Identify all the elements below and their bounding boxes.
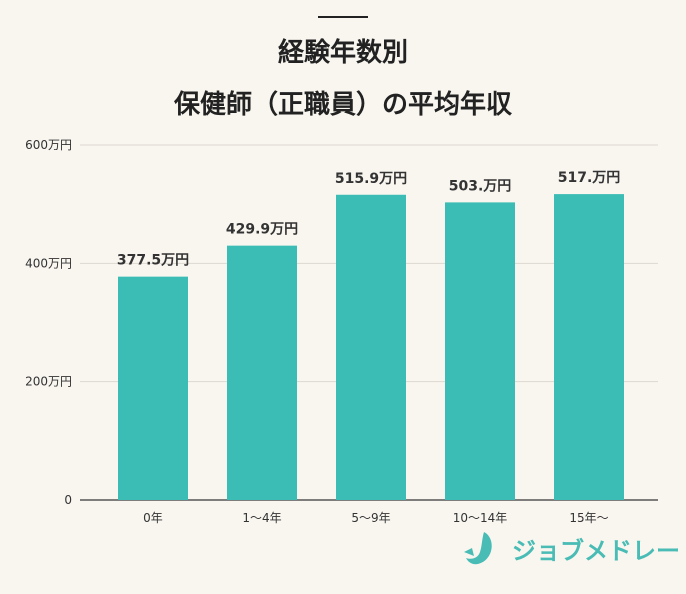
data-label: 517.万円 xyxy=(558,170,621,186)
bar xyxy=(445,202,515,500)
y-tick-label: 600万円 xyxy=(25,138,72,152)
brand-name: ジョブメドレー xyxy=(512,536,680,565)
bar xyxy=(336,194,406,501)
chart-title-line-1: 経験年数別 xyxy=(277,38,408,68)
brand-logo: ジョブメドレー xyxy=(462,530,680,566)
x-tick-label: 1〜4年 xyxy=(242,511,281,525)
bar xyxy=(554,194,624,500)
jobmedley-logo-icon xyxy=(464,532,492,565)
chart-title-line-2: 保健師（正職員）の平均年収 xyxy=(173,90,512,120)
data-label: 503.万円 xyxy=(449,178,512,194)
x-tick-label: 10〜14年 xyxy=(453,511,508,525)
data-label: 429.9万円 xyxy=(226,222,298,238)
x-tick-label: 5〜9年 xyxy=(351,511,390,525)
y-tick-label: 200万円 xyxy=(25,375,72,389)
data-label: 515.9万円 xyxy=(335,171,407,187)
y-tick-label: 0 xyxy=(64,493,72,507)
bar xyxy=(118,276,188,500)
data-label: 377.5万円 xyxy=(117,253,189,269)
title-divider xyxy=(318,16,368,18)
x-tick-label: 15年〜 xyxy=(569,511,608,525)
x-tick-label: 0年 xyxy=(143,511,163,525)
bar xyxy=(227,245,297,500)
y-tick-label: 400万円 xyxy=(25,256,72,270)
